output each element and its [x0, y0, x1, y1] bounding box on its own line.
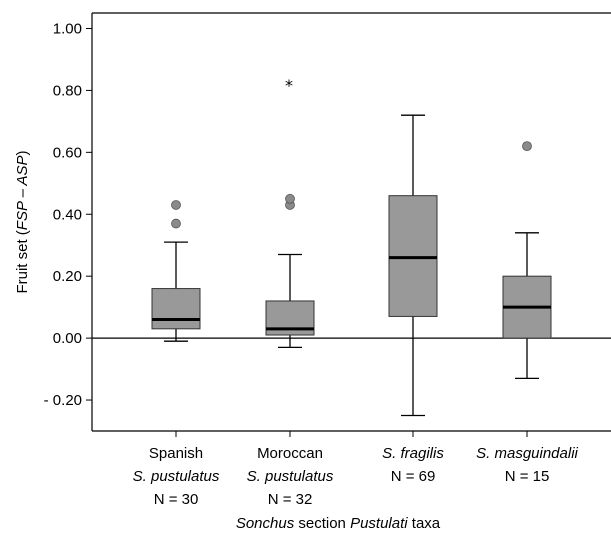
- category-label-line1: Spanish: [149, 445, 203, 462]
- category-sample-size: N = 15: [505, 468, 550, 485]
- outlier-point: [171, 218, 181, 229]
- category-label-taxon: S. pustulatus: [133, 468, 220, 485]
- category-label-line1: Moroccan: [257, 445, 323, 462]
- x-axis-labels: Spanish S. pustulatus N = 30 Moroccan S. pus…: [133, 431, 579, 508]
- y-tick-label: 0.00: [53, 330, 82, 347]
- category-label-taxon: S. masguindalii: [476, 445, 578, 462]
- category-sample-size: N = 30: [154, 491, 199, 508]
- x-axis-label: Sonchus section Pustulati taxa: [236, 515, 441, 532]
- plot-frame: [91, 12, 611, 432]
- category-label-taxon: S. pustulatus: [247, 468, 334, 485]
- category-sample-size: N = 32: [268, 491, 313, 508]
- y-axis-label-italic: FSP – ASP: [14, 155, 31, 230]
- iqr-box: [151, 288, 201, 330]
- y-axis: 1.00 0.80 0.60 0.40 0.20 0.00 - 0.20: [44, 20, 92, 409]
- y-tick-label: - 0.20: [44, 392, 82, 409]
- box-group: [151, 200, 201, 342]
- category-sample-size: N = 69: [391, 468, 436, 485]
- outlier-point: [522, 141, 532, 152]
- iqr-box: [388, 195, 438, 317]
- x-axis-label-taxa: taxa: [408, 515, 441, 532]
- x-axis-label-pustulati: Pustulati: [350, 515, 408, 532]
- box-group: *: [265, 76, 315, 349]
- y-axis-label: Fruit set (FSP – ASP): [14, 150, 31, 293]
- y-tick-label: 0.80: [53, 82, 82, 99]
- outlier-point: [285, 193, 295, 204]
- y-axis-label-suffix: ): [14, 150, 31, 155]
- y-tick-label: 1.00: [53, 20, 82, 37]
- outlier-point: [171, 200, 181, 210]
- box-group: [388, 114, 438, 417]
- y-tick-label: 0.60: [53, 144, 82, 161]
- box-group: [502, 141, 552, 380]
- x-axis-label-section: section: [294, 515, 350, 532]
- y-axis-label-prefix: Fruit set (: [14, 230, 31, 293]
- box-series: *: [151, 76, 552, 417]
- y-tick-label: 0.40: [53, 206, 82, 223]
- y-tick-label: 0.20: [53, 268, 82, 285]
- extreme-outlier-star: *: [285, 76, 293, 95]
- category-label-taxon: S. fragilis: [382, 445, 444, 462]
- x-axis-label-genus: Sonchus: [236, 515, 295, 532]
